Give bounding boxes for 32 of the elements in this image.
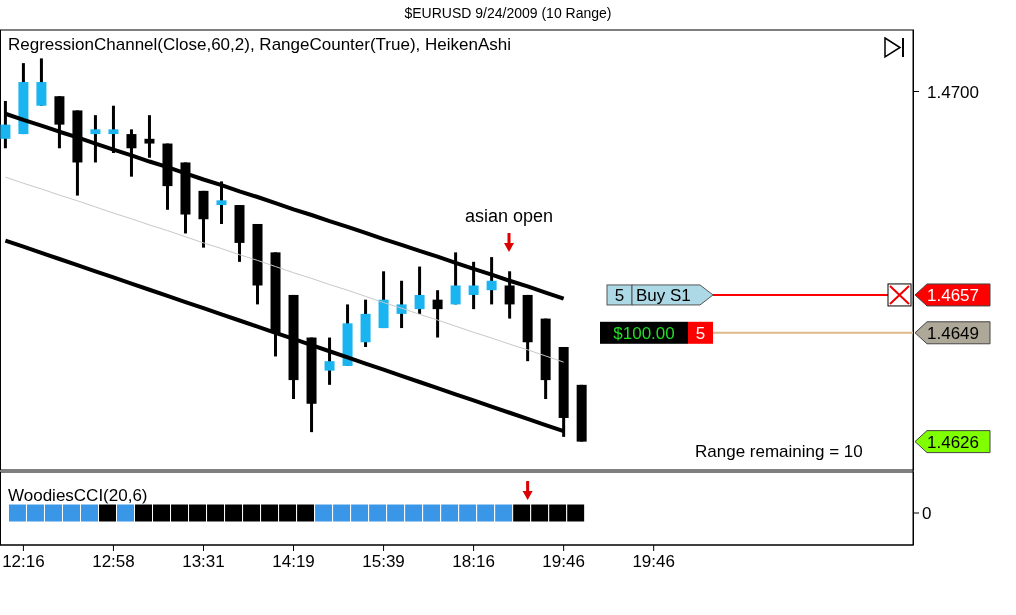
text: WoodiesCCI(20,6): [8, 486, 148, 505]
x-tick-label: 14:19: [272, 552, 315, 571]
annotation: 5: [695, 323, 706, 343]
x-tick-label: 19:46: [542, 552, 585, 571]
y-tick-label: 1.4657: [927, 285, 979, 305]
x-tick-label: 15:39: [362, 552, 405, 571]
candlestick: [324, 337, 335, 385]
candlestick: [90, 115, 101, 163]
annotation: 5: [614, 285, 625, 305]
x-tick-label: 12:16: [2, 552, 45, 571]
annotation: asian open: [464, 206, 554, 226]
y-tick-label: 1.4649: [927, 323, 979, 343]
line-series: [3, 238, 566, 434]
x-tick-label: 12:58: [92, 552, 135, 571]
y-tick-label: 1.4626: [927, 432, 979, 452]
candlestick: [144, 115, 155, 158]
candlestick: [414, 266, 425, 314]
x-tick-label: 13:31: [182, 552, 225, 571]
annotation: $100.00: [613, 323, 675, 343]
annotation: Buy S1: [636, 285, 691, 305]
annotation: Range remaining = 10: [695, 442, 863, 461]
text: 0: [922, 504, 932, 523]
candlestick: [216, 181, 227, 224]
line-series: [4, 176, 565, 363]
x-tick-label: 19:46: [632, 552, 675, 571]
candlestick: [126, 129, 137, 177]
x-tick-label: 18:16: [452, 552, 495, 571]
chart-title: $EURUSD 9/24/2009 (10 Range): [404, 5, 612, 21]
chart-subtitle: RegressionChannel(Close,60,2), RangeCounter(True), HeikenAshi: [8, 35, 512, 54]
candlestick: [432, 290, 443, 338]
candlestick: [36, 58, 47, 106]
y-tick-label: 1.4700: [927, 82, 979, 102]
